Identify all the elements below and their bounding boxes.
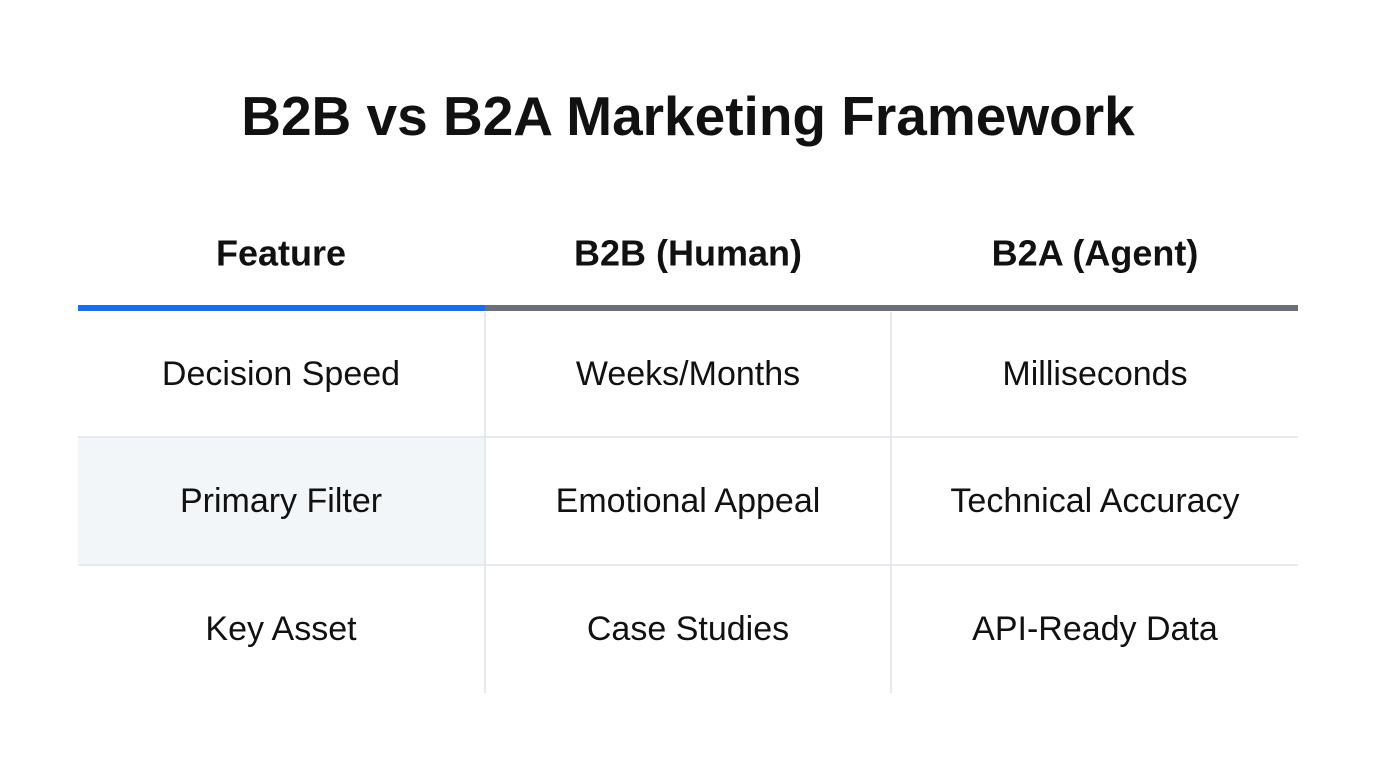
table-cell: Technical Accuracy	[950, 482, 1239, 520]
header-cell: B2B (Human)	[574, 233, 802, 274]
table-cell: Key Asset	[205, 610, 357, 648]
table-cell: Primary Filter	[180, 482, 382, 520]
cell-highlight	[78, 437, 485, 565]
title: B2B vs B2A Marketing Framework	[241, 85, 1135, 147]
header-underline	[485, 305, 1298, 311]
table-cell: Milliseconds	[1002, 355, 1187, 393]
header-cell: B2A (Agent)	[992, 233, 1199, 274]
table-cell: Weeks/Months	[576, 355, 800, 393]
table-cell: Emotional Appeal	[556, 482, 821, 520]
table-cell: Decision Speed	[162, 355, 400, 393]
table-cell: API-Ready Data	[972, 610, 1218, 648]
header-cell: Feature	[216, 233, 346, 274]
header-underline-accent	[78, 305, 485, 311]
table-cell: Case Studies	[587, 610, 789, 648]
